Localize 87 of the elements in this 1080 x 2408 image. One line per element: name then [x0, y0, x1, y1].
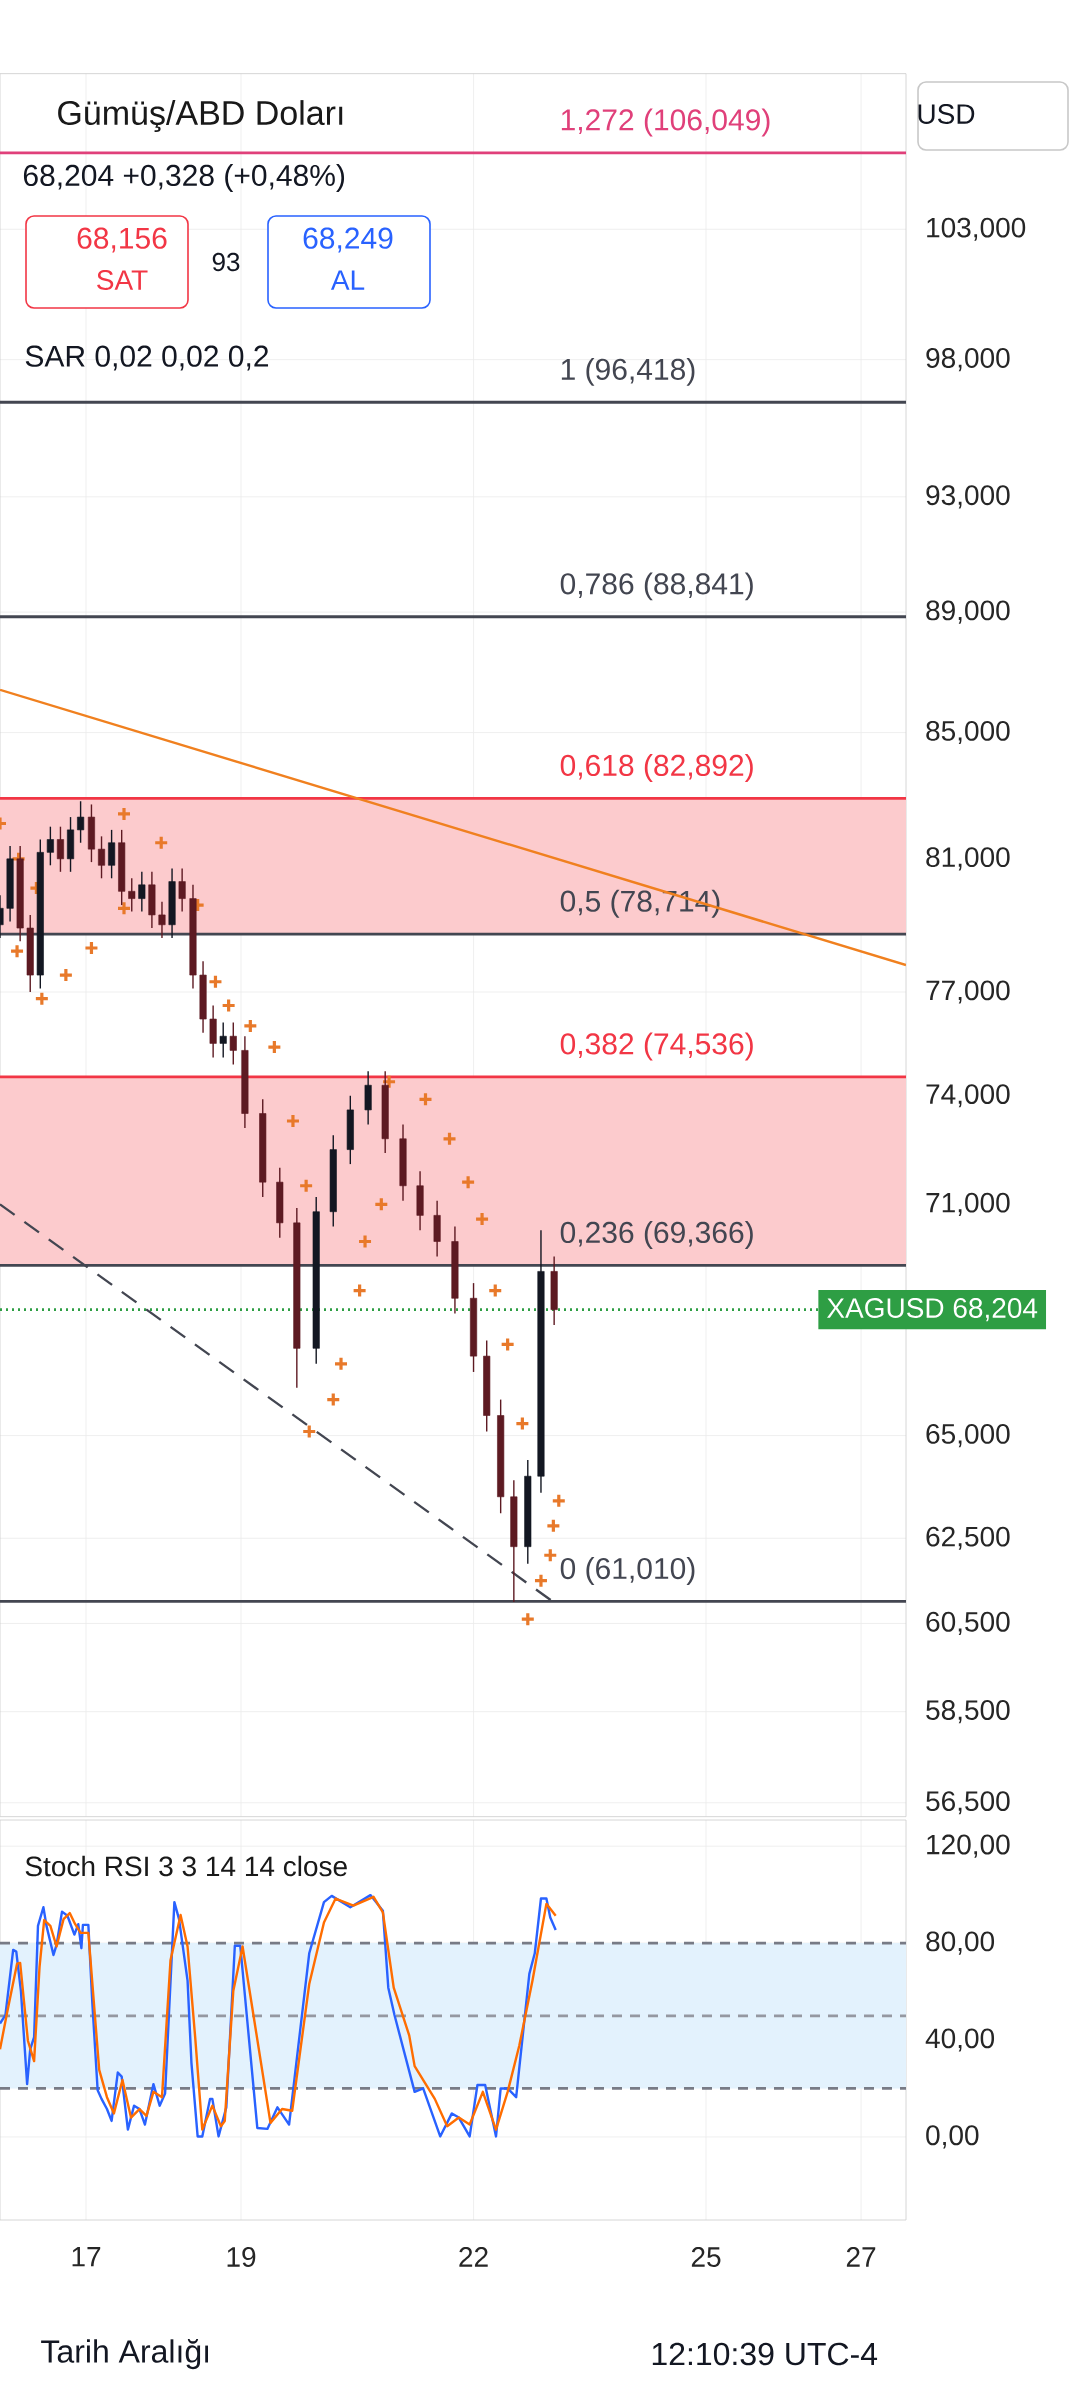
ref-line-label: 0,618 (82,892): [560, 754, 753, 782]
x-tick-label: 17: [72, 2247, 101, 2267]
point: [487, 1282, 503, 1299]
candlestick: [108, 829, 116, 879]
candlestick: [158, 901, 166, 939]
point: [460, 1174, 476, 1190]
annotation: SAT: [97, 270, 148, 290]
candlestick: [138, 871, 146, 913]
candlestick: [56, 825, 64, 873]
annotation: 93: [212, 252, 240, 272]
point: [116, 806, 132, 822]
point: [83, 940, 100, 956]
point: [533, 1573, 549, 1589]
point: [242, 1018, 258, 1034]
candlestick: [229, 1021, 237, 1066]
point: [298, 1178, 314, 1194]
y-tick-label: 98,000: [926, 348, 1010, 372]
x-tick-label: 22: [459, 2247, 488, 2267]
point: [9, 943, 25, 959]
point: [520, 1611, 536, 1627]
x-tick-label: 25: [691, 2247, 721, 2267]
ref-line-label: 1,272 (106,049): [561, 108, 770, 137]
text: Tarih Aralığı: [41, 2338, 209, 2370]
point: [333, 1356, 349, 1372]
annotation: 68,204 +0,328 (+0,48%): [23, 164, 345, 192]
point: [285, 1113, 301, 1129]
ref-line-label: 0,5 (78,714): [560, 889, 720, 918]
point: [207, 974, 224, 990]
annotation: 68,156: [77, 227, 167, 253]
candlestick: [178, 867, 186, 913]
point: [301, 1423, 317, 1440]
candlestick: [219, 1021, 227, 1059]
point: [325, 1391, 341, 1408]
text: USD: [918, 104, 975, 124]
y-tick-label: 81,000: [926, 847, 1010, 871]
point: [373, 1196, 389, 1212]
point: [500, 1336, 516, 1353]
y-tick-label: 56,500: [926, 1791, 1010, 1815]
point: [551, 1493, 567, 1509]
annotation: SAR 0,02 0,02 0,2: [25, 345, 269, 371]
y-tick-label: 40,00: [925, 2028, 995, 2052]
y-tick-label: 77,000: [926, 980, 1010, 1004]
y-tick-label: 62,500: [926, 1526, 1010, 1550]
candlestick: [128, 877, 136, 913]
annotation: 68,249: [303, 227, 393, 253]
ref-line-label: 0,236 (69,366): [560, 1221, 753, 1250]
x-tick-label: 19: [227, 2247, 256, 2267]
candlestick: [77, 800, 85, 844]
point: [153, 835, 169, 851]
text: Gümüş/ABD Doları: [58, 100, 343, 132]
candlestick: [46, 825, 54, 866]
point: [34, 991, 50, 1007]
ref-line-label: 1 (96,418): [561, 357, 695, 386]
point: [221, 997, 237, 1014]
ref-line-label: 0 (61,010): [560, 1557, 695, 1586]
y-tick-label: 80,00: [926, 1931, 995, 1955]
y-tick-label: 120,00: [927, 1834, 1010, 1858]
ref-line-label: 0,382 (74,536): [560, 1032, 753, 1061]
x-tick-label: 27: [846, 2247, 876, 2267]
y-tick-label: 89,000: [926, 600, 1010, 624]
point: [545, 1518, 561, 1534]
point: [58, 967, 74, 983]
text: 12:10:39 UTC-4: [652, 2342, 878, 2366]
y-tick-label: 85,000: [926, 720, 1010, 745]
point: [417, 1091, 434, 1107]
y-tick-label: 71,000: [926, 1192, 1010, 1216]
point: [441, 1131, 458, 1147]
point: [514, 1415, 530, 1432]
point: [542, 1547, 558, 1563]
ref-line-label: XAGUSD 68,204: [826, 1298, 1038, 1322]
point: [352, 1282, 368, 1299]
ref-line-label: 0,786 (88,841): [560, 572, 753, 601]
candlestick: [98, 835, 106, 879]
point: [116, 900, 132, 916]
y-tick-label: 60,500: [926, 1611, 1010, 1636]
point: [266, 1039, 282, 1055]
annotation: AL: [330, 270, 365, 290]
y-tick-label: 74,000: [926, 1084, 1010, 1108]
y-tick-label: 93,000: [926, 485, 1010, 509]
y-tick-label: 0,00: [926, 2125, 979, 2149]
text: Stoch RSI 3 3 14 14 close: [25, 1855, 347, 1877]
point: [381, 1074, 397, 1090]
y-tick-label: 103,000: [927, 217, 1026, 241]
point: [357, 1233, 373, 1250]
y-tick-label: 65,000: [926, 1423, 1010, 1448]
y-tick-label: 58,500: [926, 1700, 1010, 1724]
point: [474, 1211, 490, 1227]
